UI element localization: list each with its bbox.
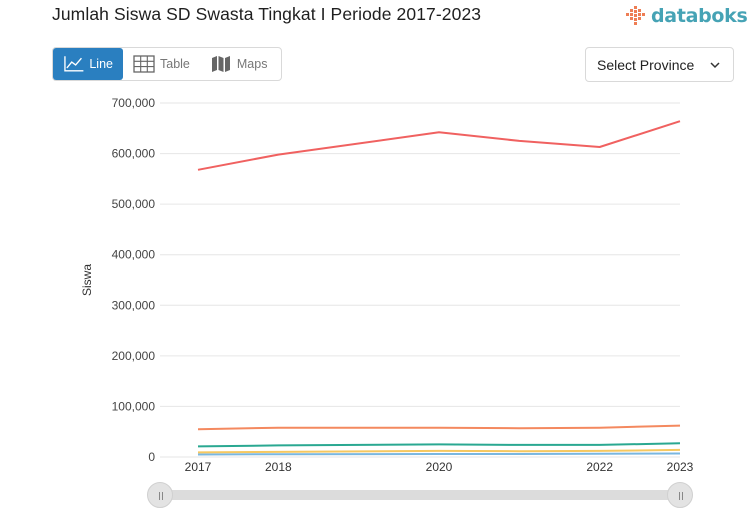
x-tick-label: 2020 [426, 460, 453, 474]
y-tick-label: 600,000 [112, 147, 156, 161]
table-view-label: Table [160, 57, 190, 71]
line-chart-icon [64, 56, 84, 72]
province-select-label: Select Province [597, 56, 695, 73]
series-line-1[interactable] [197, 120, 681, 171]
databoks-logo[interactable]: databoks [624, 2, 748, 30]
series-line-5[interactable] [197, 452, 681, 456]
series-line-3[interactable] [197, 442, 681, 448]
logo-text: databoks [651, 5, 748, 27]
y-tick-label: 400,000 [112, 248, 156, 262]
y-tick-label: 200,000 [112, 349, 156, 363]
range-slider-left-handle[interactable] [147, 482, 173, 508]
y-tick-label: 0 [148, 450, 155, 464]
chart-title: Jumlah Siswa SD Swasta Tingkat I Periode… [52, 4, 482, 24]
map-icon [211, 56, 230, 72]
table-view-button[interactable]: Table [123, 48, 200, 80]
maps-view-button[interactable]: Maps [200, 48, 278, 80]
x-tick-label: 2023 [667, 460, 694, 474]
maps-view-label: Maps [236, 57, 268, 71]
x-tick-label: 2017 [185, 460, 212, 474]
series-line-2[interactable] [197, 424, 681, 431]
province-select[interactable]: Select Province [585, 47, 734, 82]
x-tick-label: 2022 [586, 460, 613, 474]
line-view-button[interactable]: Line [53, 48, 123, 80]
line-view-label: Line [89, 57, 113, 71]
y-tick-label: 700,000 [112, 96, 156, 110]
range-slider-right-handle[interactable] [667, 482, 693, 508]
y-axis-label: Siswa [80, 264, 94, 296]
y-tick-label: 100,000 [112, 399, 156, 413]
series-line-4[interactable] [197, 448, 681, 454]
y-tick-label: 500,000 [112, 197, 156, 211]
databoks-logo-icon [626, 6, 645, 25]
chevron-down-icon [710, 62, 720, 69]
y-tick-label: 300,000 [112, 298, 156, 312]
x-tick-label: 2018 [265, 460, 292, 474]
range-slider-track[interactable] [160, 490, 681, 500]
table-icon [133, 55, 155, 73]
view-toggle: Line Table Maps [52, 47, 282, 81]
